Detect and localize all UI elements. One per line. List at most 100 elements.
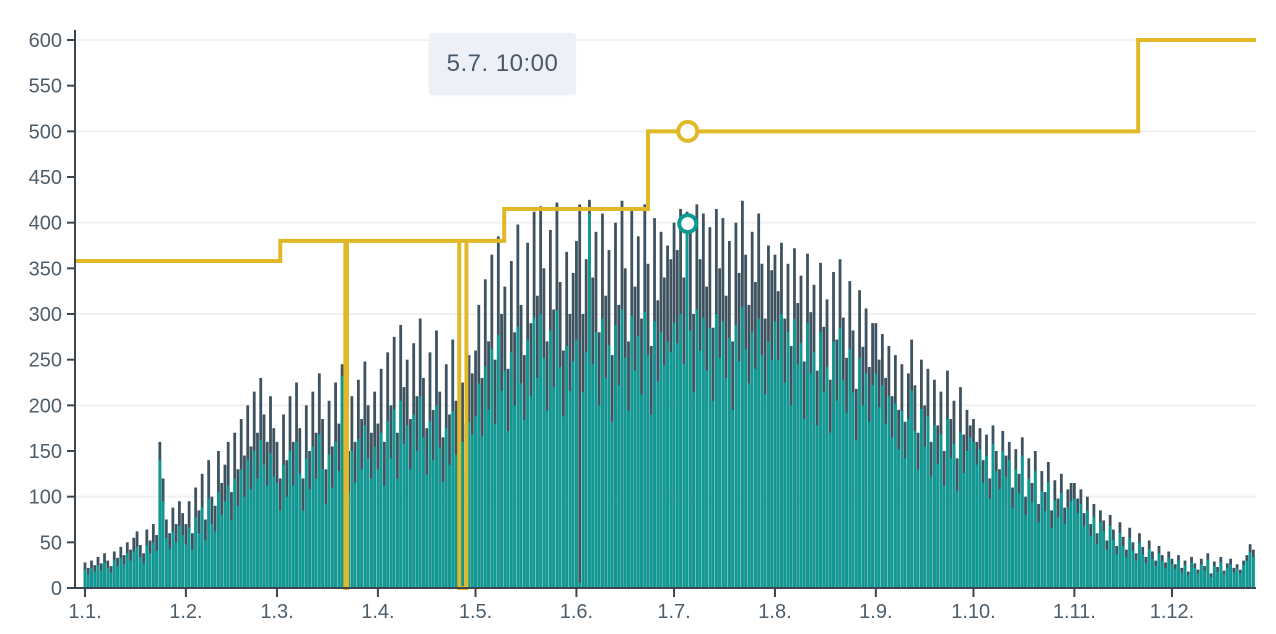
bar-teal <box>1004 476 1008 588</box>
bar-teal <box>164 537 168 588</box>
bar-teal <box>656 381 660 588</box>
bar-teal <box>594 332 598 588</box>
bar-teal <box>109 572 113 588</box>
y-tick-label: 450 <box>29 167 62 189</box>
bar-teal <box>975 464 979 588</box>
bar-teal <box>711 400 715 588</box>
bar-teal <box>213 531 217 588</box>
bar-teal <box>1186 575 1190 588</box>
bar-teal <box>236 505 240 588</box>
bar-teal <box>1001 451 1005 588</box>
bar-teal <box>496 335 500 588</box>
bar-teal <box>910 390 914 588</box>
x-tick-label: 1.2. <box>169 601 202 623</box>
y-tick-label: 250 <box>29 350 62 372</box>
bar-teal <box>1177 560 1180 588</box>
bar-teal <box>1007 460 1011 588</box>
bar-teal <box>93 571 97 588</box>
bar-teal <box>1196 573 1200 588</box>
x-tick-label: 1.11. <box>1053 601 1096 623</box>
hover-marker-teal <box>677 213 699 235</box>
bar-teal <box>923 446 927 588</box>
bar-teal <box>278 510 282 588</box>
bar-teal <box>522 419 526 588</box>
y-tick-label: 100 <box>29 487 62 509</box>
bar-teal <box>402 443 406 588</box>
bar-teal <box>350 451 354 588</box>
bar-teal <box>340 376 344 588</box>
x-tick-label: 1.3. <box>260 601 293 623</box>
bar-teal <box>780 314 783 588</box>
bar-teal <box>1251 556 1255 588</box>
bar-teal <box>1229 564 1232 588</box>
bar-teal <box>1167 557 1171 588</box>
bar-teal <box>83 569 87 588</box>
bar-teal <box>819 332 822 588</box>
bar-teal <box>822 391 826 588</box>
bar-teal <box>334 441 337 588</box>
bar-teal <box>607 345 611 588</box>
bar-teal <box>848 348 852 588</box>
bar-teal <box>1151 558 1154 588</box>
bar-teal <box>871 385 874 588</box>
bar-teal <box>184 544 188 588</box>
bar-teal <box>649 414 653 588</box>
bar-teal <box>633 370 637 588</box>
bar-teal <box>360 469 364 588</box>
bar-teal <box>1209 577 1213 588</box>
bar-teal <box>252 451 256 588</box>
bar-teal <box>968 437 972 588</box>
bar-teal <box>304 458 308 588</box>
bar-teal <box>1079 503 1083 588</box>
bar-teal <box>116 566 119 588</box>
bar-teal <box>1125 556 1128 588</box>
bar-teal <box>474 416 477 588</box>
bar-teal <box>695 309 699 588</box>
bar-teal <box>415 451 419 588</box>
bar-teal <box>610 421 614 588</box>
bar-teal <box>591 364 595 588</box>
bar-teal <box>763 394 767 588</box>
bar-teal <box>926 416 930 588</box>
bar-teal <box>161 501 165 588</box>
bar-teal <box>1115 554 1119 588</box>
bar-teal <box>1160 561 1164 588</box>
bar-teal <box>1144 563 1148 588</box>
bar-teal <box>321 469 324 588</box>
bar-teal <box>1180 572 1184 588</box>
bar-teal <box>259 440 263 588</box>
bar-teal <box>1099 522 1102 588</box>
bar-teal <box>112 560 116 588</box>
bar-teal <box>454 454 458 588</box>
bar-teal <box>685 223 689 588</box>
bar-teal <box>887 396 891 588</box>
bar-teal <box>867 421 871 588</box>
bar-teal <box>877 407 881 588</box>
bar-teal <box>841 379 845 588</box>
bar-teal <box>718 357 722 588</box>
bar-teal <box>880 385 884 588</box>
bar-teal <box>493 423 497 588</box>
bar-teal <box>389 458 393 588</box>
bar-teal <box>988 498 992 588</box>
bar-teal <box>1072 498 1076 588</box>
bar-teal <box>981 482 985 588</box>
bar-teal <box>1066 507 1070 588</box>
bar-teal <box>1128 537 1132 588</box>
bar-teal <box>548 330 552 588</box>
bar-teal <box>500 390 503 588</box>
bar-teal <box>200 507 204 588</box>
bar-teal <box>311 446 315 588</box>
bar-teal <box>418 396 422 588</box>
bar-teal <box>1108 525 1112 588</box>
bar-teal <box>171 531 175 588</box>
bar-teal <box>666 341 669 588</box>
bar-teal <box>1170 564 1174 588</box>
bar-teal <box>858 357 861 588</box>
bar-teal <box>233 478 237 588</box>
bar-teal <box>204 540 207 588</box>
bar-teal <box>828 432 832 588</box>
bar-teal <box>516 326 520 588</box>
bar-teal <box>1040 491 1044 588</box>
